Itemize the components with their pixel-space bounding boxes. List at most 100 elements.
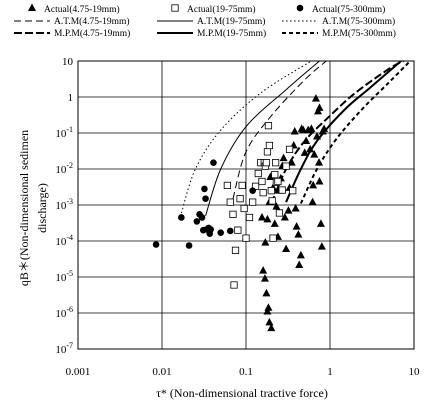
data-point-square (230, 281, 238, 289)
legend-marker-circle (296, 4, 304, 12)
data-point-triangle (307, 124, 316, 132)
legend-item: M.P.M(19-75mm) (157, 28, 266, 39)
data-point-triangle (294, 230, 303, 238)
data-point-triangle (311, 94, 320, 102)
actual-data-points (152, 94, 329, 332)
x-tick-label: 0.001 (66, 366, 91, 378)
legend-item: A.T.M(19-75mm) (157, 16, 265, 27)
legend-item: M.P.M(4.75-19mm) (14, 28, 130, 39)
data-point-triangle (310, 150, 319, 158)
legend-label: A.T.M(4.75-19mm) (54, 16, 130, 27)
data-point-square (245, 213, 254, 222)
data-point-circle (217, 229, 225, 237)
data-point-triangle (320, 124, 329, 132)
data-point-circle (152, 241, 160, 248)
data-point-triangle (287, 158, 296, 166)
data-point-triangle (312, 131, 321, 140)
legend-label: Actual(75-300mm) (312, 4, 385, 15)
data-point-circle (185, 242, 193, 249)
data-point-circle (201, 185, 208, 193)
data-point-square (268, 197, 276, 205)
data-point-square (267, 187, 275, 195)
data-point-circle (226, 227, 234, 235)
data-point-circle (198, 214, 206, 221)
data-point-square (229, 210, 237, 218)
data-point-square (231, 246, 240, 254)
legend-label: M.P.M(19-75mm) (197, 28, 266, 39)
data-point-square (278, 186, 286, 194)
legend-label: Actual(4.75-19mm) (44, 4, 120, 15)
legend-item: A.T.M(75-300mm) (282, 16, 395, 27)
data-point-triangle (308, 197, 317, 206)
y-tick-label: 10 (62, 56, 74, 68)
series-actual-19-75mm- (223, 122, 297, 289)
data-point-square (274, 177, 282, 186)
data-point-circle (249, 187, 256, 194)
data-point-triangle (264, 303, 273, 311)
curve-a-t-m-75-300mm- (180, 61, 312, 214)
data-point-triangle (260, 274, 269, 282)
legend-label: M.P.M(75-300mm) (322, 28, 396, 39)
data-point-square (259, 189, 267, 197)
data-point-triangle (309, 180, 318, 189)
y-tick-label: 10-3 (55, 197, 73, 212)
y-axis-title-line-1: qB＊(Non-dimensional sedimen (17, 130, 31, 286)
legend-label: Actual(19-75mm) (187, 4, 256, 15)
data-point-square (262, 159, 271, 167)
data-point-triangle (300, 148, 309, 156)
data-point-square (271, 170, 279, 179)
data-point-triangle (291, 203, 300, 212)
legend-item: A.T.M(4.75-19mm) (14, 16, 130, 27)
data-point-square (249, 198, 257, 206)
y-tick-label: 10-5 (55, 269, 73, 284)
data-point-triangle (315, 176, 324, 185)
data-point-square (223, 181, 231, 190)
data-point-triangle (306, 144, 315, 153)
data-point-triangle (259, 266, 268, 274)
legend-label: A.T.M(75-300mm) (322, 16, 395, 27)
data-point-triangle (262, 288, 271, 297)
data-point-circle (207, 226, 215, 233)
data-point-square (271, 159, 280, 167)
data-point-square (289, 187, 297, 195)
data-point-square (242, 234, 250, 242)
data-point-triangle (302, 136, 311, 144)
data-point-triangle (296, 250, 305, 259)
data-point-triangle (315, 158, 324, 166)
chart-legend: Actual(4.75-19mm) Actual(19-75mm) Actual(7… (14, 3, 396, 39)
x-tick-labels: 0.001 0.01 0.1 1 10 (66, 366, 420, 378)
legend-item: M.P.M(75-300mm) (282, 28, 396, 39)
series-actual-75-300mm- (152, 159, 256, 249)
data-point-square (265, 141, 274, 150)
data-point-triangle (263, 214, 272, 223)
x-tick-label: 1 (327, 366, 333, 378)
x-axis-title: τ* (Non-dimensional tractive force) (156, 386, 328, 400)
data-point-triangle (316, 219, 325, 227)
data-point-triangle (257, 212, 266, 221)
legend-label: A.T.M(19-75mm) (197, 16, 265, 27)
curve-m-p-m-75-300mm- (299, 61, 411, 204)
curve-m-p-m-19-75mm- (285, 61, 402, 203)
y-tick-label: 10-4 (55, 233, 73, 248)
y-tick-label: 10-2 (55, 161, 73, 176)
legend-item: Actual(75-300mm) (296, 4, 385, 15)
x-tick-label: 0.01 (152, 366, 171, 378)
data-point-square (269, 234, 277, 242)
x-tick-label: 10 (409, 366, 421, 378)
data-point-triangle (270, 219, 279, 227)
legend-item: Actual(4.75-19mm) (28, 3, 120, 15)
data-point-triangle (267, 323, 276, 332)
y-tick-label: 10-1 (55, 125, 73, 140)
data-point-square (264, 122, 273, 130)
data-point-triangle (279, 153, 288, 162)
data-point-circle (193, 218, 201, 225)
x-tick-label: 0.1 (239, 366, 253, 378)
legend-marker-square (171, 4, 179, 12)
y-tick-label: 10-6 (55, 305, 73, 320)
data-point-square (238, 181, 246, 190)
data-point-square (234, 226, 242, 234)
y-tick-label: 10-7 (55, 341, 73, 356)
data-point-circle (210, 159, 217, 166)
data-point-square (258, 177, 266, 186)
